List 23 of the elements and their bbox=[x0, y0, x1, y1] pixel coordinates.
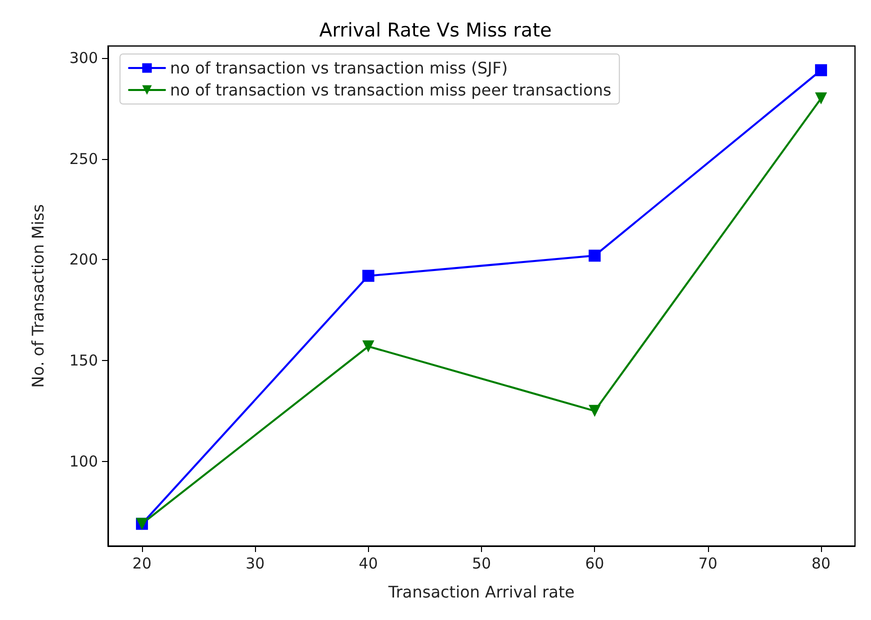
x-tick-label: 80 bbox=[812, 554, 831, 572]
point bbox=[815, 92, 828, 104]
point bbox=[362, 270, 374, 282]
legend-label: no of transaction vs transaction miss peer transactions bbox=[170, 80, 612, 100]
point bbox=[815, 64, 828, 76]
legend-label: no of transaction vs transaction miss (SJF) bbox=[170, 58, 508, 78]
chart-title: Arrival Rate Vs Miss rate bbox=[319, 20, 552, 42]
y-tick-label: 300 bbox=[69, 49, 98, 68]
point bbox=[362, 340, 374, 352]
x-tick-label: 60 bbox=[585, 554, 604, 572]
x-tick-label: 70 bbox=[698, 554, 718, 572]
x-tick-label: 20 bbox=[132, 554, 152, 572]
y-tick-label: 150 bbox=[69, 352, 98, 370]
x-axis-title: Transaction Arrival rate bbox=[387, 582, 575, 602]
y-tick-label: 100 bbox=[69, 452, 98, 470]
x-tick-label: 40 bbox=[358, 554, 378, 572]
point bbox=[588, 250, 601, 262]
y-tick-label: 250 bbox=[69, 150, 98, 168]
y-tick-label: 200 bbox=[69, 250, 98, 269]
x-tick-label: 30 bbox=[246, 554, 265, 572]
x-tick-label: 50 bbox=[472, 554, 492, 572]
y-axis-title: No. of Transaction Miss bbox=[28, 204, 48, 388]
point bbox=[588, 404, 601, 417]
